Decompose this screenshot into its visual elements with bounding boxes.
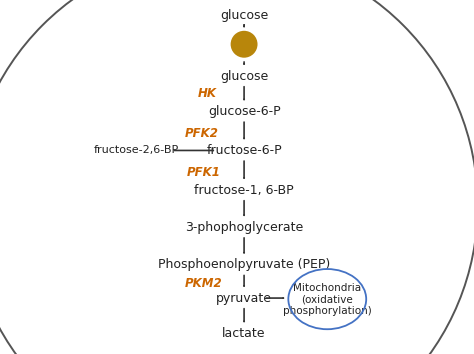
Text: fructose-6-P: fructose-6-P [206,144,282,157]
Text: glucose: glucose [220,10,268,22]
Text: HK: HK [197,87,217,100]
Text: 3-phophoglycerate: 3-phophoglycerate [185,221,303,234]
Text: glucose: glucose [220,70,268,82]
Text: PFK2: PFK2 [185,127,219,140]
Text: Phosphoenolpyruvate (PEP): Phosphoenolpyruvate (PEP) [158,258,330,271]
Text: fructose-1, 6-BP: fructose-1, 6-BP [194,184,294,196]
Text: PKM2: PKM2 [184,277,222,290]
Text: glucose-6-P: glucose-6-P [208,105,281,118]
Text: fructose-2,6-BP: fructose-2,6-BP [93,145,179,155]
Text: pyruvate: pyruvate [216,292,272,304]
Text: Mitochondria
(oxidative
phosphorylation): Mitochondria (oxidative phosphorylation) [283,282,372,316]
Circle shape [231,31,257,58]
Text: lactate: lactate [222,327,266,340]
Text: PFK1: PFK1 [186,166,220,179]
